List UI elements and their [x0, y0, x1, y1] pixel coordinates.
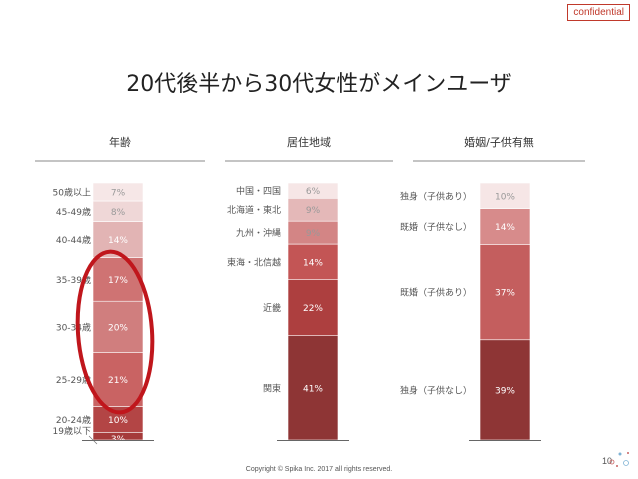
- bar-segment: [287, 243, 339, 280]
- chart-panel-3: 婚姻/子供有無 39% 独身（子供なし） 37% 既婚（子供あり） 14% 既婚（子供なし）…: [400, 135, 585, 441]
- data-label: 10%: [108, 416, 128, 426]
- category-label: 45-49歳: [56, 206, 91, 218]
- data-label: 21%: [108, 376, 128, 386]
- data-label: 20%: [108, 323, 128, 333]
- data-label: 17%: [108, 276, 128, 286]
- category-label: 九州・沖縄: [236, 227, 281, 239]
- data-label: 6%: [306, 187, 321, 197]
- chart-title: 年齢: [109, 135, 131, 149]
- chart-title: 婚姻/子供有無: [464, 135, 534, 149]
- data-label: 9%: [306, 229, 321, 239]
- category-label: 25-29歳: [56, 374, 91, 386]
- chart-panel-1: 年齢3%19歳以下10%20-24歳21%25-29歳20%30-34歳17%3…: [35, 135, 205, 445]
- category-label: 中国・四国: [236, 185, 281, 197]
- data-label: 39%: [495, 386, 515, 396]
- sparkle-decoration-icon: [609, 452, 629, 467]
- data-label: 9%: [306, 206, 321, 216]
- bar-segment: [479, 208, 531, 245]
- category-label: 既婚（子供なし）: [400, 221, 472, 233]
- bar-segment: [287, 279, 339, 336]
- category-label: 20-24歳: [56, 414, 91, 426]
- slide-title: 20代後半から30代女性がメインユーザ: [126, 72, 512, 97]
- chart-title: 居住地域: [287, 135, 331, 149]
- category-label: 北海道・東北: [227, 204, 281, 216]
- category-label: 19歳以下: [53, 425, 91, 437]
- data-label: 41%: [303, 384, 323, 394]
- category-label: 既婚（子供あり）: [400, 287, 472, 299]
- data-label: 14%: [495, 223, 515, 233]
- confidential-badge: confidential: [567, 4, 630, 21]
- category-label: 東海・北信越: [227, 256, 281, 268]
- data-label: 14%: [108, 236, 128, 246]
- bar-segment: [287, 182, 339, 199]
- bar-segment: [287, 335, 339, 441]
- category-label: 近畿: [263, 302, 281, 314]
- highlight-ellipse: [75, 249, 155, 415]
- bar-segment: [479, 182, 531, 210]
- category-label: 40-44歳: [56, 234, 91, 246]
- data-label: 7%: [111, 188, 126, 198]
- bar-segment: [92, 352, 144, 407]
- bar-segment: [479, 244, 531, 341]
- category-label: 50歳以上: [53, 186, 91, 198]
- data-label: 10%: [495, 192, 515, 202]
- category-label: 独身（子供なし）: [400, 384, 472, 396]
- copyright-footer: Copyright © Spika Inc. 2017 all rights r…: [245, 466, 393, 473]
- data-label: 37%: [495, 289, 515, 299]
- data-label: 14%: [303, 258, 323, 268]
- chart-panel-2: 居住地域 41% 関東 22% 近畿 14% 東海・北信越 9% 九州・沖縄 9% 北海道・東北 6%…: [225, 135, 393, 441]
- data-label: 8%: [111, 208, 126, 218]
- category-label: 関東: [263, 382, 281, 394]
- data-label: 22%: [303, 304, 323, 314]
- page-number: 10: [601, 456, 612, 466]
- bar-segment: [92, 182, 144, 202]
- category-label: 独身（子供あり）: [400, 190, 472, 202]
- category-label: 30-34歳: [56, 321, 91, 333]
